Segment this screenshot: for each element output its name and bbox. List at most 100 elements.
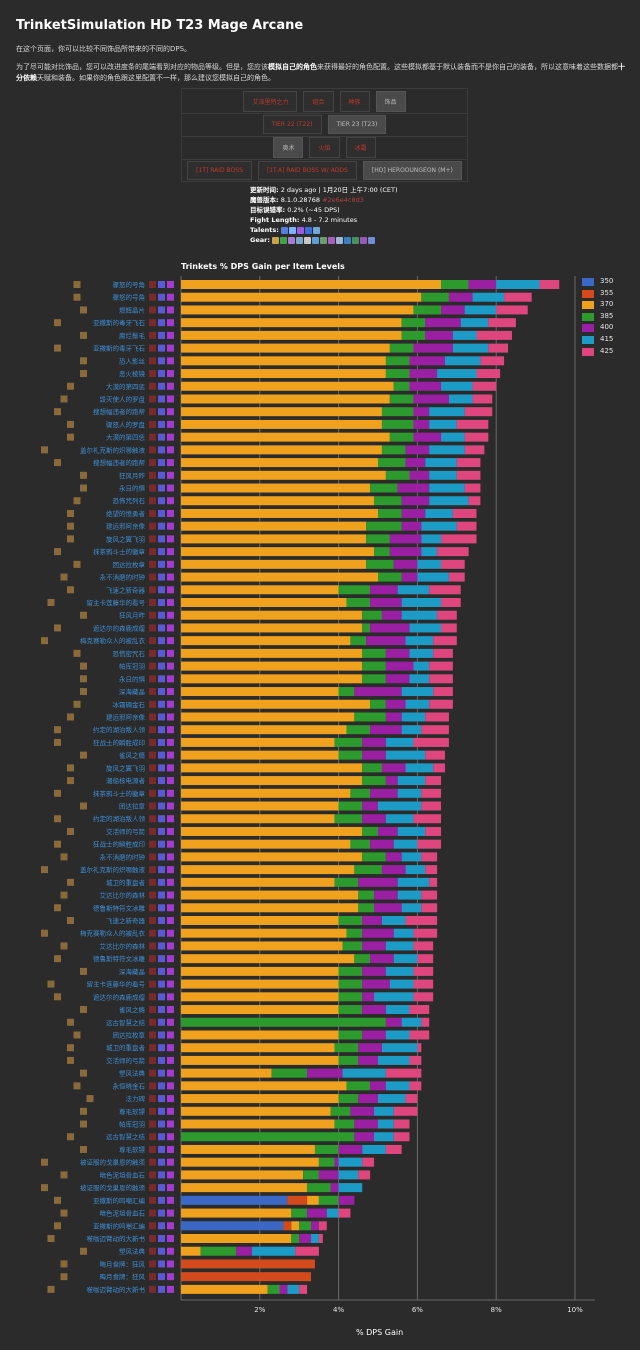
bar-segment-385[interactable] bbox=[381, 445, 406, 455]
bar-segment-385[interactable] bbox=[338, 992, 363, 1002]
bar-segment-400[interactable] bbox=[362, 814, 386, 824]
bar-segment-425[interactable] bbox=[421, 890, 438, 900]
bar-segment-425[interactable] bbox=[413, 814, 442, 824]
bar-segment-425[interactable] bbox=[413, 928, 438, 938]
bar-segment-385[interactable] bbox=[366, 521, 402, 531]
bar-segment-385[interactable] bbox=[346, 1081, 371, 1091]
bar-segment-370[interactable] bbox=[181, 369, 386, 379]
tab-row4-2[interactable]: [HD] HEROOUNGEON (M+) bbox=[362, 160, 462, 180]
bar-segment-385[interactable] bbox=[401, 330, 426, 340]
bar-segment-415[interactable] bbox=[311, 1234, 319, 1243]
bar-segment-400[interactable] bbox=[362, 801, 378, 811]
bar-segment-370[interactable] bbox=[181, 508, 378, 518]
legend-item-385[interactable]: 385 bbox=[582, 312, 630, 322]
bar-segment-400[interactable] bbox=[468, 280, 497, 289]
bar-segment-370[interactable] bbox=[181, 661, 363, 671]
bar-segment-400[interactable] bbox=[401, 508, 426, 518]
bar-segment-400[interactable] bbox=[354, 687, 402, 697]
trinket-label[interactable]: 永不消磨的时钟 bbox=[100, 573, 146, 582]
trinket-label[interactable]: 盖尔礼克斯的炽哪触液 bbox=[80, 865, 146, 874]
bar-segment-425[interactable] bbox=[488, 318, 516, 328]
bar-segment-400[interactable] bbox=[374, 890, 398, 900]
bar-segment-385[interactable] bbox=[358, 890, 375, 900]
bar-segment-350[interactable] bbox=[181, 1195, 288, 1205]
bar-segment-385[interactable] bbox=[318, 1195, 339, 1205]
bar-segment-425[interactable] bbox=[385, 1144, 402, 1154]
bar-segment-415[interactable] bbox=[429, 496, 469, 506]
bar-segment-425[interactable] bbox=[488, 343, 509, 353]
trinket-label[interactable]: 团达拉枚章 bbox=[113, 1030, 146, 1039]
bar-segment-400[interactable] bbox=[358, 1094, 378, 1104]
bar-segment-400[interactable] bbox=[362, 941, 386, 951]
bar-segment-385[interactable] bbox=[334, 1119, 355, 1129]
bar-segment-370[interactable] bbox=[181, 1043, 335, 1053]
bar-segment-400[interactable] bbox=[330, 1183, 339, 1193]
bar-segment-400[interactable] bbox=[385, 648, 410, 658]
trinket-label[interactable]: 恐慌密咒石 bbox=[113, 649, 146, 658]
trinket-label[interactable]: 抹茶鸦斗士的徽章 bbox=[93, 547, 146, 556]
bar-segment-400[interactable] bbox=[354, 1119, 378, 1129]
bar-segment-385[interactable] bbox=[338, 979, 363, 989]
bar-segment-415[interactable] bbox=[429, 419, 457, 429]
bar-segment-370[interactable] bbox=[181, 826, 363, 836]
bar-segment-400[interactable] bbox=[425, 330, 453, 340]
bar-segment-415[interactable] bbox=[460, 318, 489, 328]
bar-segment-385[interactable] bbox=[389, 432, 414, 442]
talent-icon[interactable] bbox=[296, 226, 304, 234]
trinket-label[interactable]: 约定的湖泊叛人领 bbox=[93, 814, 146, 823]
bar-segment-370[interactable] bbox=[181, 636, 351, 646]
bar-segment-400[interactable] bbox=[448, 292, 473, 302]
bar-segment-370[interactable] bbox=[307, 1195, 319, 1205]
trinket-label[interactable]: 交活师的弓箭 bbox=[106, 1056, 146, 1065]
bar-segment-425[interactable] bbox=[456, 419, 489, 429]
bar-segment-385[interactable] bbox=[378, 508, 402, 518]
bar-segment-415[interactable] bbox=[401, 1017, 422, 1027]
trinket-label[interactable]: 大漠的第四惩 bbox=[106, 382, 146, 391]
bar-segment-385[interactable] bbox=[291, 1234, 300, 1243]
bar-segment-415[interactable] bbox=[496, 280, 540, 289]
bar-segment-385[interactable] bbox=[271, 1068, 308, 1078]
bar-segment-385[interactable] bbox=[338, 687, 355, 697]
bar-segment-370[interactable] bbox=[181, 585, 339, 595]
bar-segment-400[interactable] bbox=[401, 521, 422, 531]
tab-row4-1[interactable]: [1T.A] RAID BOSS W/ ADDS bbox=[257, 160, 357, 180]
bar-segment-370[interactable] bbox=[181, 1119, 335, 1129]
bar-segment-385[interactable] bbox=[421, 292, 449, 302]
bar-segment-415[interactable] bbox=[464, 305, 497, 315]
trinket-label[interactable]: 尊毛软镖 bbox=[119, 1145, 146, 1154]
bar-segment-370[interactable] bbox=[181, 1055, 339, 1065]
trinket-label[interactable]: 雀风之瘾 bbox=[119, 1005, 146, 1014]
talent-icon[interactable] bbox=[288, 226, 296, 234]
bar-segment-400[interactable] bbox=[362, 737, 386, 747]
bar-segment-400[interactable] bbox=[362, 916, 382, 925]
bar-segment-385[interactable] bbox=[318, 1157, 335, 1167]
bar-segment-415[interactable] bbox=[385, 966, 414, 976]
gear-icon[interactable] bbox=[368, 236, 376, 244]
bar-segment-400[interactable] bbox=[307, 1068, 343, 1078]
bar-segment-370[interactable] bbox=[181, 712, 355, 722]
bar-segment-425[interactable] bbox=[417, 1043, 422, 1053]
bar-segment-425[interactable] bbox=[456, 470, 481, 480]
trinket-label[interactable]: 亚撒斯的毒牙飞石 bbox=[93, 344, 146, 353]
bar-segment-425[interactable] bbox=[421, 852, 438, 862]
bar-segment-415[interactable] bbox=[287, 1284, 300, 1294]
bar-segment-425[interactable] bbox=[358, 1170, 371, 1180]
gear-icon[interactable] bbox=[336, 236, 344, 244]
trinket-label[interactable]: 德鲁斯特符文冰雕 bbox=[93, 903, 146, 912]
bar-segment-370[interactable] bbox=[181, 521, 367, 531]
trinket-label[interactable]: 艾达比尔的森林 bbox=[100, 891, 146, 900]
bar-segment-425[interactable] bbox=[393, 1132, 410, 1142]
bar-segment-415[interactable] bbox=[378, 1119, 394, 1129]
trinket-label[interactable]: 永日的惧 bbox=[119, 674, 146, 683]
bar-segment-400[interactable] bbox=[358, 1043, 382, 1053]
bar-segment-400[interactable] bbox=[338, 1195, 355, 1205]
legend-item-425[interactable]: 425 bbox=[582, 347, 630, 357]
bar-segment-415[interactable] bbox=[385, 814, 414, 824]
bar-segment-370[interactable] bbox=[181, 788, 351, 798]
bar-segment-370[interactable] bbox=[181, 674, 363, 684]
bar-segment-425[interactable] bbox=[362, 1157, 375, 1167]
bar-segment-385[interactable] bbox=[385, 356, 410, 366]
trinket-label[interactable]: 暗色泥坦骨血石 bbox=[100, 1209, 146, 1218]
bar-segment-370[interactable] bbox=[181, 483, 371, 493]
bar-segment-425[interactable] bbox=[433, 648, 453, 658]
